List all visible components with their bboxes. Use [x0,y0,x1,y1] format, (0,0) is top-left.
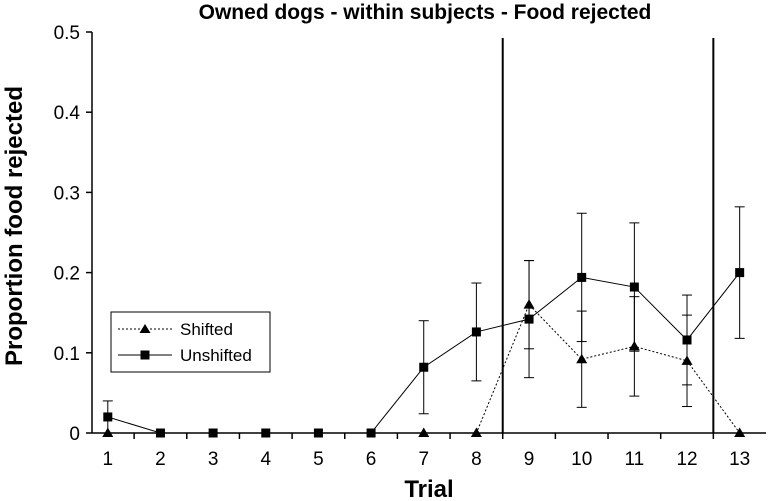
series-shifted-point [734,427,746,437]
x-axis-label: Trial [404,476,453,501]
series-unshifted-point [524,314,534,324]
series-unshifted-point [155,428,165,438]
series-shifted-point [418,427,430,437]
series-unshifted-point [735,268,745,278]
y-tick-label: 0 [69,424,80,445]
series-unshifted-point [577,272,587,282]
series-unshifted-point [471,327,481,337]
y-tick-label: 0.5 [54,23,80,44]
series-unshifted-point [419,362,429,372]
x-ticks: 1 2 3 4 5 6 7 8 9 10 11 12 13 [103,433,750,470]
legend-box [110,311,271,373]
y-ticks: 0 0.1 0.2 0.3 0.4 0.5 [54,23,92,445]
x-tick-label: 8 [471,449,482,470]
series-unshifted-point [208,428,218,438]
x-tick-label: 1 [103,449,114,470]
x-tick-label: 6 [366,449,377,470]
x-tick-label: 7 [418,449,429,470]
x-tick-label: 3 [208,449,219,470]
x-tick-label: 10 [571,449,592,470]
series-shifted-point [470,427,482,437]
y-tick-label: 0.3 [54,183,80,204]
series-shifted-line [107,303,741,434]
y-axis-label: Proportion food rejected [1,86,28,366]
series-unshifted-point [682,335,692,345]
legend-shifted-label: Shifted [180,320,233,339]
series-unshifted-point [366,428,376,438]
series-unshifted-point [629,282,639,292]
series-unshifted-point [261,428,271,438]
y-tick-label: 0.2 [54,264,80,285]
phase-boundary-lines [501,38,715,433]
x-tick-label: 9 [524,449,535,470]
x-tick-label: 12 [676,449,697,470]
legend-unshifted-marker [140,350,150,360]
series-unshifted [102,206,745,438]
series-shifted-point [576,353,588,364]
series-unshifted-point [103,412,113,422]
y-tick-label: 0.1 [54,344,80,365]
x-tick-label: 13 [729,449,750,470]
x-tick-label: 11 [624,449,644,470]
chart-title: Owned dogs - within subjects - Food reje… [199,1,652,24]
x-tick-label: 5 [313,449,324,470]
legend: Shifted Unshifted [110,311,271,373]
y-tick-label: 0.4 [54,103,81,124]
legend-unshifted-label: Unshifted [180,346,252,365]
series-unshifted-point [313,428,323,438]
legend-shifted-marker [139,324,151,333]
x-tick-label: 2 [155,449,166,470]
series-group [102,206,746,438]
x-tick-label: 4 [260,449,271,470]
